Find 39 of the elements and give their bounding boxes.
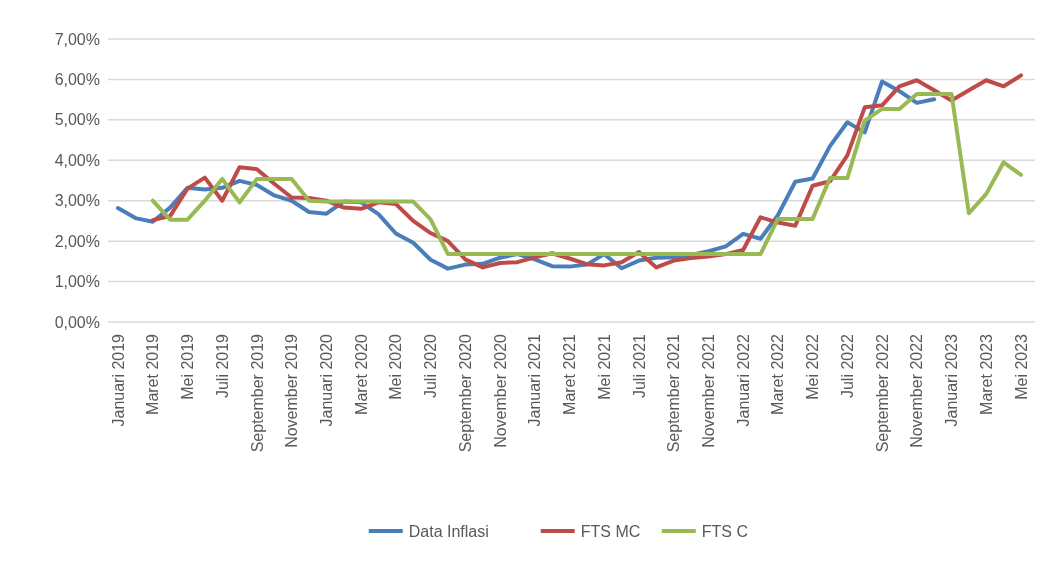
x-tick-label: Mei 2023 bbox=[1012, 333, 1030, 400]
x-tick-label: September 2022 bbox=[873, 333, 891, 453]
x-tick-label: Juli 2020 bbox=[422, 333, 440, 399]
x-tick-label: Januari 2021 bbox=[526, 333, 544, 427]
x-tick-label: Mei 2021 bbox=[595, 333, 613, 400]
x-tick-label: November 2021 bbox=[700, 333, 718, 448]
y-tick-label: 4,00% bbox=[54, 151, 100, 169]
x-tick-label: Januari 2020 bbox=[317, 333, 335, 427]
x-tick-label: Maret 2021 bbox=[561, 333, 579, 415]
x-tick-label: Mei 2020 bbox=[387, 333, 405, 400]
x-tick-label: Maret 2019 bbox=[144, 333, 162, 415]
x-tick-label: November 2019 bbox=[283, 333, 301, 448]
y-tick-label: 2,00% bbox=[54, 232, 100, 250]
y-tick-label: 7,00% bbox=[54, 30, 100, 48]
x-tick-label: Maret 2023 bbox=[977, 333, 995, 415]
x-tick-label: Mei 2022 bbox=[804, 333, 822, 400]
x-tick-label: Maret 2022 bbox=[769, 333, 787, 415]
x-tick-label: September 2019 bbox=[248, 333, 266, 453]
x-tick-label: Juli 2019 bbox=[213, 333, 231, 399]
x-tick-label: November 2020 bbox=[491, 333, 509, 448]
legend-label: FTS C bbox=[701, 522, 748, 540]
legend-label: Data Inflasi bbox=[408, 522, 489, 540]
x-tick-label: September 2021 bbox=[665, 333, 683, 453]
x-tick-label: Mei 2019 bbox=[179, 333, 197, 400]
x-tick-label: Juli 2021 bbox=[630, 333, 648, 399]
y-tick-label: 1,00% bbox=[54, 273, 100, 291]
y-tick-label: 3,00% bbox=[54, 192, 100, 210]
x-tick-label: Juli 2022 bbox=[838, 333, 856, 399]
x-tick-label: Maret 2020 bbox=[352, 333, 370, 415]
x-tick-label: Januari 2022 bbox=[734, 333, 752, 427]
x-tick-label: Januari 2019 bbox=[109, 333, 127, 427]
y-tick-label: 0,00% bbox=[54, 313, 100, 331]
line-series bbox=[150, 91, 1023, 257]
y-tick-label: 5,00% bbox=[54, 111, 100, 129]
y-tick-label: 6,00% bbox=[54, 71, 100, 89]
legend-label: FTS MC bbox=[580, 522, 641, 540]
x-tick-label: November 2022 bbox=[908, 333, 926, 448]
x-tick-label: September 2020 bbox=[456, 333, 474, 453]
x-tick-label: Januari 2023 bbox=[943, 333, 961, 427]
